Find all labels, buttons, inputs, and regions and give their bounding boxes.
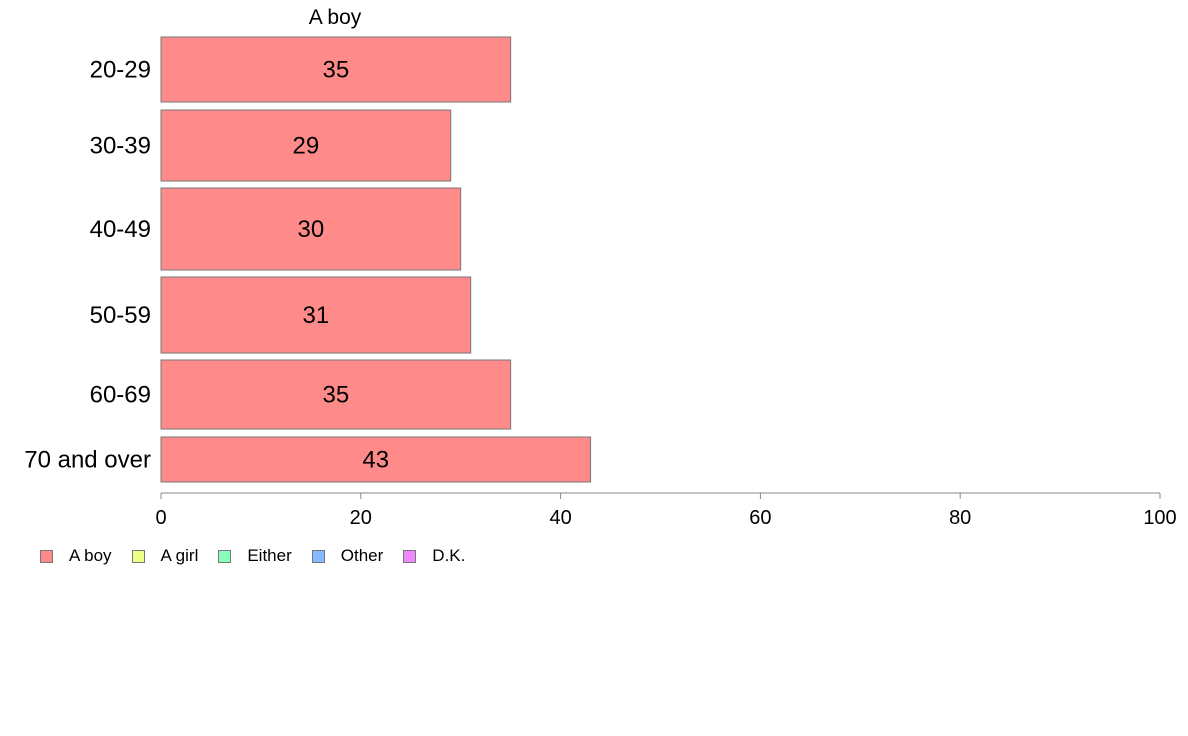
bar-value-label: 30 [297, 216, 324, 243]
legend-label: A boy [69, 546, 112, 565]
legend-item: A boy [40, 546, 112, 566]
bar [160, 276, 472, 354]
bar [160, 436, 592, 483]
category-label: 20-29 [90, 57, 151, 84]
bar [160, 109, 452, 182]
category-label: 30-39 [90, 133, 151, 160]
legend-label: D.K. [432, 546, 466, 565]
legend-label: Either [247, 546, 292, 565]
category-label: 70 and over [24, 447, 151, 474]
legend-item: D.K. [403, 546, 465, 566]
legend-swatch [131, 549, 145, 563]
legend-label: Other [340, 546, 384, 565]
bar [160, 359, 512, 430]
bar [160, 187, 462, 271]
legend-item: Other [311, 546, 384, 566]
x-tick-label: 80 [949, 507, 971, 529]
category-label: 60-69 [90, 382, 151, 409]
bar-value-label: 43 [362, 447, 389, 474]
legend-swatch [218, 549, 232, 563]
legend-swatch [403, 549, 417, 563]
x-tick-label: 100 [1143, 507, 1176, 529]
category-label: 50-59 [90, 302, 151, 329]
x-tick-label: 20 [350, 507, 372, 529]
chart-title: A boy [309, 6, 362, 29]
bar [160, 36, 512, 103]
legend-item: A girl [131, 546, 199, 566]
legend-swatch [311, 549, 325, 563]
category-label: 40-49 [90, 216, 151, 243]
x-tick-label: 0 [155, 507, 166, 529]
legend: A boy A girl Either Other D.K. [40, 546, 485, 566]
x-tick-label: 60 [749, 507, 771, 529]
bar-value-label: 35 [322, 382, 349, 409]
x-tick-label: 40 [549, 507, 571, 529]
legend-swatch [40, 549, 53, 563]
bar-value-label: 29 [293, 133, 320, 160]
legend-label: A girl [160, 546, 199, 565]
legend-item: Either [218, 546, 292, 566]
bar-value-label: 31 [302, 302, 329, 329]
bar-value-label: 35 [322, 57, 349, 84]
